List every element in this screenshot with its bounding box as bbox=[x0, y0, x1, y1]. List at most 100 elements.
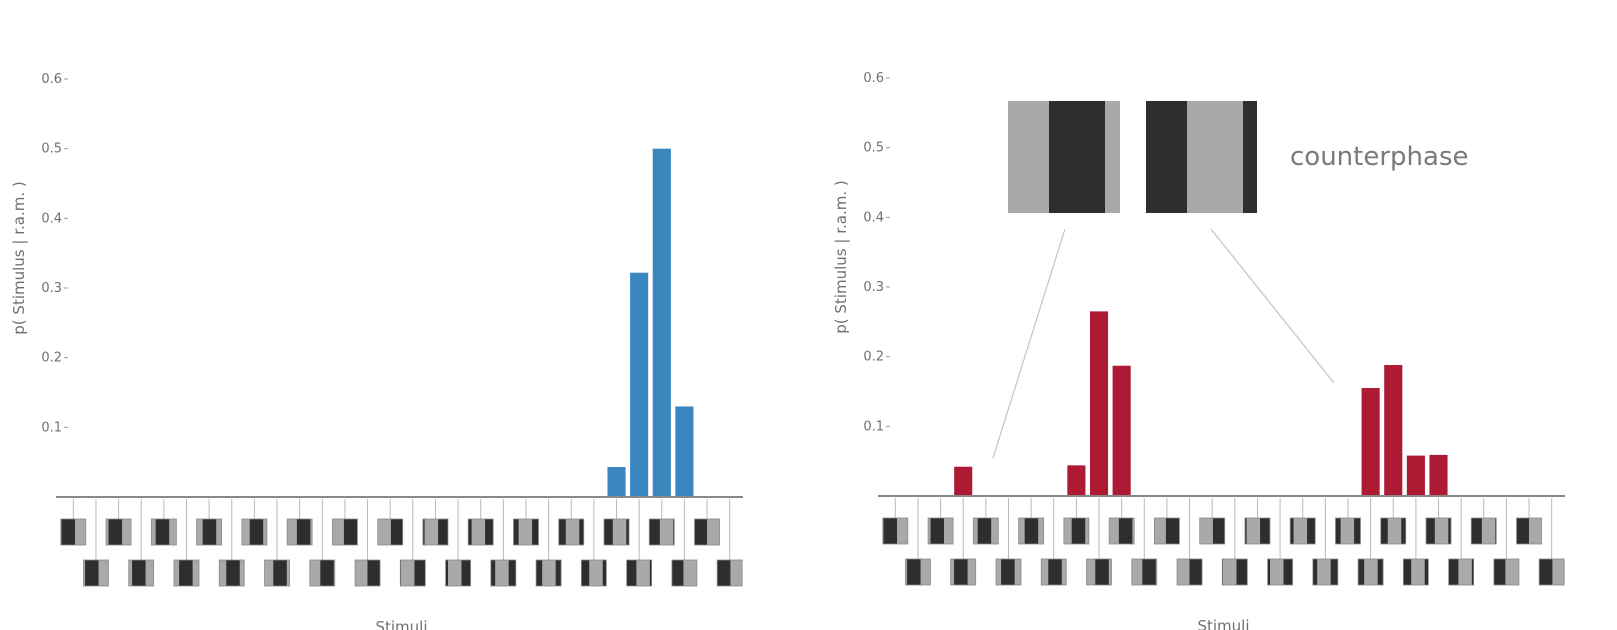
right-chart-panel: 0.1 0.2 0.3 0.4 0.5 0.6 Stimuli p( Stimulus |… bbox=[832, 71, 1565, 630]
left-y-tick-label: 0.5 bbox=[41, 142, 62, 157]
left-stimulus-icon bbox=[173, 559, 200, 587]
left-stimulus-icon bbox=[716, 559, 743, 587]
right-stimulus-icon bbox=[1289, 517, 1316, 545]
right-bar bbox=[1112, 365, 1131, 496]
right-stimulus-icon bbox=[1516, 517, 1542, 545]
right-stimulus-icon bbox=[1470, 517, 1497, 545]
left-stimulus-icon bbox=[467, 518, 494, 546]
left-stimulus-icon bbox=[558, 518, 585, 546]
left-stimulus-icon bbox=[490, 559, 517, 587]
right-stimulus-icon bbox=[995, 558, 1022, 586]
left-stimulus-icon bbox=[264, 559, 290, 587]
right-bars bbox=[954, 311, 1448, 496]
right-stimulus-icon bbox=[1244, 517, 1271, 545]
left-stimulus-icon bbox=[422, 518, 449, 546]
right-stimulus-icon bbox=[1448, 558, 1475, 586]
right-stimulus-icon bbox=[1335, 517, 1361, 545]
inset-leader-line-right bbox=[1210, 228, 1335, 384]
right-stimulus-icon bbox=[1357, 558, 1384, 586]
left-bar bbox=[630, 272, 649, 497]
left-stimulus-icon bbox=[399, 559, 426, 587]
right-stimulus-icon bbox=[1199, 517, 1226, 545]
left-stimulus-icon bbox=[150, 518, 177, 546]
left-y-tick-label: 0.2 bbox=[41, 351, 62, 366]
right-y-tick-label: 0.4 bbox=[863, 210, 884, 225]
left-x-axis-label: Stimuli bbox=[375, 618, 427, 630]
right-stimulus-icon bbox=[927, 517, 954, 545]
left-bars bbox=[607, 148, 694, 497]
right-bar bbox=[954, 466, 973, 496]
left-stimulus-icon bbox=[535, 559, 562, 587]
left-stimulus-icon bbox=[445, 559, 471, 587]
counterphase-inset: counterphase bbox=[992, 101, 1469, 459]
left-stimulus-icon bbox=[241, 518, 268, 546]
right-stimulus-icon bbox=[905, 558, 931, 586]
left-y-axis-label: p( Stimulus | r.a.m. ) bbox=[10, 181, 28, 334]
right-y-tick-label: 0.6 bbox=[863, 71, 884, 86]
right-bar bbox=[1067, 465, 1086, 496]
left-stimulus-icon bbox=[309, 559, 336, 587]
right-stimulus-icon bbox=[1312, 558, 1339, 586]
left-y-tick-label: 0.4 bbox=[41, 211, 62, 226]
right-stimulus-icon bbox=[882, 517, 909, 545]
right-stimulus-icon bbox=[1221, 558, 1248, 586]
right-stimulus-icon bbox=[1131, 558, 1158, 586]
right-stimulus-icon bbox=[1086, 558, 1112, 586]
left-stimulus-icon bbox=[580, 559, 607, 587]
left-stimulus-icon bbox=[105, 518, 132, 546]
right-x-axis-label: Stimuli bbox=[1197, 617, 1249, 630]
right-stimulus-icon bbox=[1108, 517, 1135, 545]
left-stimulus-icons bbox=[60, 499, 743, 587]
left-stimulus-icon bbox=[60, 518, 87, 546]
right-y-tick-label: 0.2 bbox=[863, 350, 884, 365]
left-stimulus-icon bbox=[671, 559, 698, 587]
right-bar bbox=[1089, 311, 1109, 496]
left-stimulus-icon bbox=[377, 518, 404, 546]
left-bar bbox=[675, 406, 694, 497]
left-stimulus-icon bbox=[603, 518, 630, 546]
left-stimulus-icon bbox=[196, 518, 223, 546]
inset-grating-right bbox=[1146, 101, 1257, 213]
right-bar bbox=[1429, 454, 1448, 496]
left-stimulus-icon bbox=[83, 559, 109, 587]
right-stimulus-icon bbox=[1063, 517, 1090, 545]
inset-leader-line-left bbox=[992, 228, 1066, 459]
right-y-axis-label: p( Stimulus | r.a.m. ) bbox=[832, 180, 850, 333]
left-y-tick-label: 0.6 bbox=[41, 72, 62, 87]
right-y-axis: 0.1 0.2 0.3 0.4 0.5 0.6 bbox=[863, 71, 890, 434]
left-stimulus-icon bbox=[354, 559, 381, 587]
inset-grating-left bbox=[1008, 101, 1120, 213]
right-stimulus-icon bbox=[1425, 517, 1452, 545]
right-stimulus-icons bbox=[882, 498, 1565, 586]
right-stimulus-icon bbox=[1154, 517, 1180, 545]
left-stimulus-icon bbox=[648, 518, 675, 546]
left-stimulus-icon bbox=[286, 518, 313, 546]
right-stimulus-icon bbox=[1267, 558, 1293, 586]
right-stimulus-icon bbox=[1380, 517, 1407, 545]
left-stimulus-icon bbox=[626, 559, 653, 587]
left-y-axis: 0.1 0.2 0.3 0.4 0.5 0.6 bbox=[41, 72, 68, 435]
right-stimulus-icon bbox=[1538, 558, 1565, 586]
left-stimulus-icon bbox=[513, 518, 539, 546]
right-bar bbox=[1384, 365, 1403, 496]
left-bar bbox=[607, 467, 626, 497]
left-chart-panel: 0.1 0.2 0.3 0.4 0.5 0.6 Stimuli p( Stimulus |… bbox=[10, 72, 743, 630]
right-stimulus-icon bbox=[1040, 558, 1067, 586]
left-y-tick-label: 0.1 bbox=[41, 420, 62, 435]
right-bar bbox=[1361, 388, 1380, 496]
inset-label: counterphase bbox=[1290, 142, 1469, 172]
right-stimulus-icon bbox=[1402, 558, 1429, 586]
left-y-tick-label: 0.3 bbox=[41, 281, 62, 296]
right-stimulus-icon bbox=[972, 517, 999, 545]
left-stimulus-icon bbox=[128, 559, 155, 587]
right-y-tick-label: 0.1 bbox=[863, 419, 884, 434]
left-stimulus-icon bbox=[332, 518, 358, 546]
left-stimulus-icon bbox=[694, 518, 720, 546]
right-y-tick-label: 0.5 bbox=[863, 141, 884, 156]
right-bar bbox=[1406, 455, 1425, 496]
right-y-tick-label: 0.3 bbox=[863, 280, 884, 295]
right-stimulus-icon bbox=[1018, 517, 1045, 545]
left-bar bbox=[652, 148, 671, 497]
right-stimulus-icon bbox=[950, 558, 977, 586]
